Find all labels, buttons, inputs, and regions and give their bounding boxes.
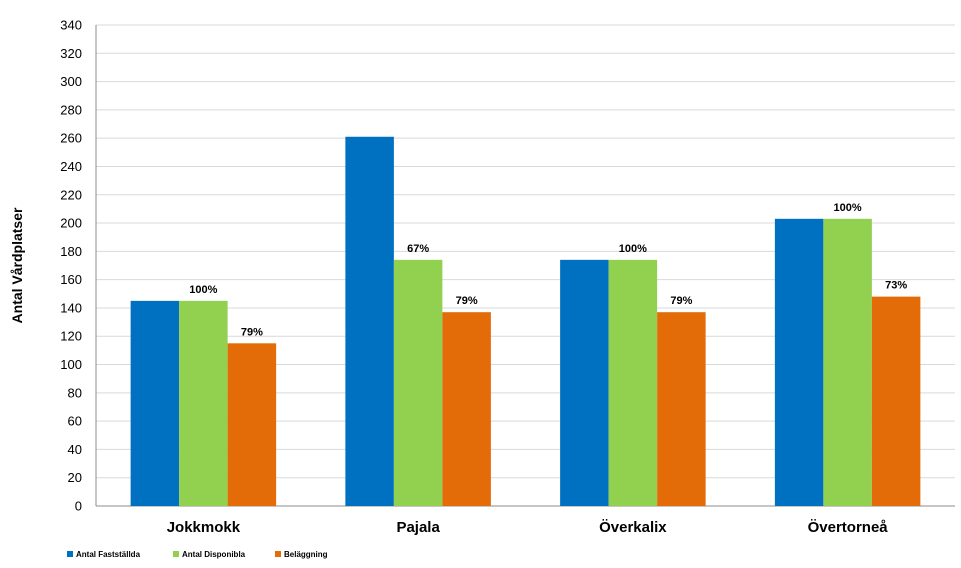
bar-antal-fastst-llda xyxy=(345,136,394,506)
bar-antal-disponibla xyxy=(393,259,443,506)
legend-label: Antal Disponibla xyxy=(182,550,246,559)
y-tick-label: 180 xyxy=(60,244,82,259)
legend-label: Antal Fastställda xyxy=(76,550,141,559)
x-category-label: Jokkmokk xyxy=(167,519,241,536)
bar-antal-disponibla xyxy=(608,259,658,506)
data-label: 79% xyxy=(241,326,263,338)
bar-antal-disponibla xyxy=(179,300,228,506)
y-tick-label: 120 xyxy=(60,329,82,344)
data-label: 73% xyxy=(885,280,907,292)
y-tick-label: 260 xyxy=(60,131,82,146)
y-tick-label: 140 xyxy=(60,300,82,315)
legend-label: Beläggning xyxy=(284,550,328,559)
legend-swatch xyxy=(67,551,73,557)
y-tick-label: 200 xyxy=(60,216,82,231)
y-tick-label: 80 xyxy=(68,385,82,400)
y-tick-label: 20 xyxy=(68,470,82,485)
y-tick-label: 320 xyxy=(60,46,82,61)
legend-swatch xyxy=(275,551,281,557)
data-label: 100% xyxy=(619,243,647,255)
data-label: 100% xyxy=(189,284,217,296)
x-category-label: Övertorneå xyxy=(808,519,889,536)
bar-antal-fastst-llda xyxy=(774,218,824,507)
y-tick-label: 60 xyxy=(68,414,82,429)
y-tick-label: 340 xyxy=(60,18,82,33)
y-tick-label: 300 xyxy=(60,74,82,89)
x-category-label: Överkalix xyxy=(599,519,667,536)
data-label: 79% xyxy=(456,295,478,307)
bar-bel-ggning xyxy=(657,312,706,506)
bar-bel-ggning xyxy=(871,296,921,506)
bar-bel-ggning xyxy=(227,343,277,506)
y-tick-label: 160 xyxy=(60,272,82,287)
x-category-label: Pajala xyxy=(396,519,440,536)
legend-swatch xyxy=(173,551,179,557)
y-axis-title: Antal Vårdplatser xyxy=(9,207,25,323)
y-tick-label: 40 xyxy=(68,442,82,457)
y-tick-label: 220 xyxy=(60,187,82,202)
data-label: 67% xyxy=(407,243,429,255)
y-tick-label: 0 xyxy=(75,499,82,514)
bar-bel-ggning xyxy=(442,312,491,506)
data-label: 100% xyxy=(834,202,862,214)
data-label: 79% xyxy=(670,295,692,307)
y-tick-label: 280 xyxy=(60,102,82,117)
bar-antal-fastst-llda xyxy=(130,300,180,506)
y-tick-label: 100 xyxy=(60,357,82,372)
y-tick-label: 240 xyxy=(60,159,82,174)
bar-antal-fastst-llda xyxy=(560,259,609,506)
bar-antal-disponibla xyxy=(823,218,872,507)
